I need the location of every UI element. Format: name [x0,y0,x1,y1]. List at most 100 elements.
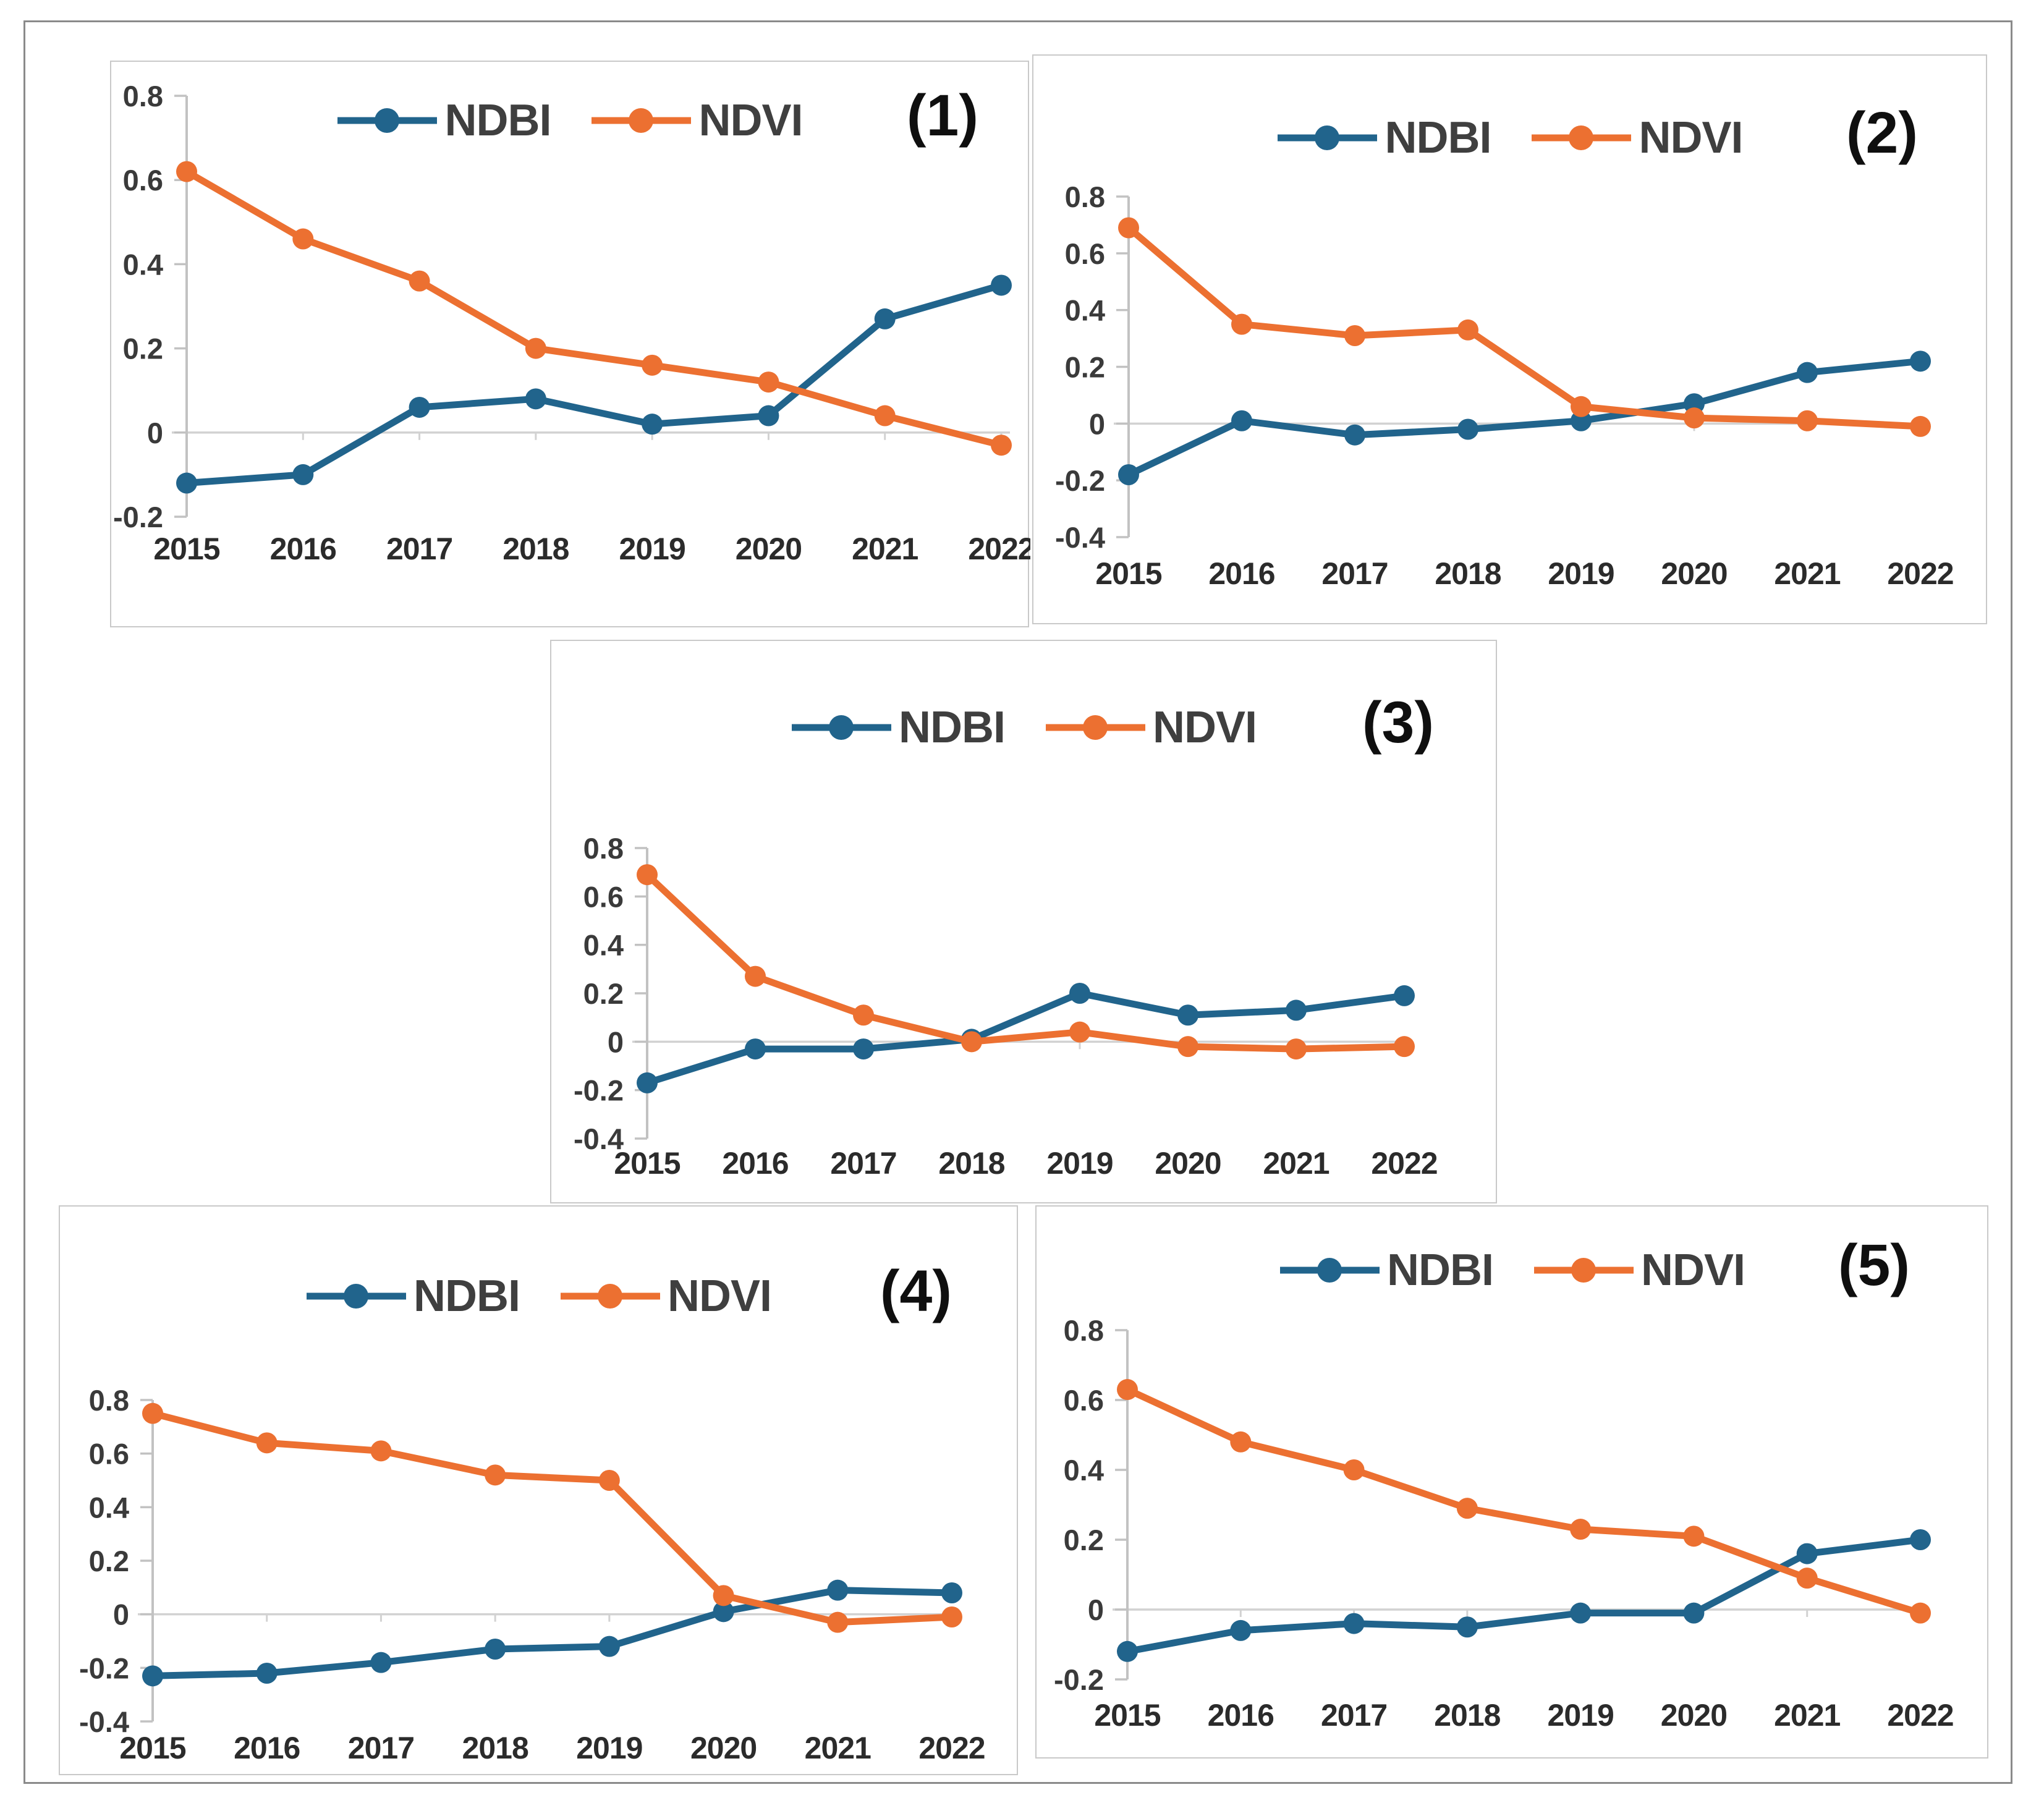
x-year-label: 2016 [1208,556,1274,591]
x-year-label: 2017 [1321,1698,1387,1733]
y-tick-label: -0.4 [1055,521,1105,554]
ndbi-data-point [1230,1619,1252,1641]
y-tick-label: -0.2 [1054,1663,1104,1696]
legend-item-ndvi: NDVI [590,93,804,148]
legend: NDBI NDVI [60,1268,1017,1324]
x-year-label: 2016 [234,1731,300,1765]
y-tick-label: 0.8 [1064,1314,1104,1347]
legend-item-ndbi: NDBI [1279,1242,1494,1298]
ndbi-data-point [256,1663,278,1684]
x-year-label: 2015 [1094,1698,1160,1733]
y-tick-label: 0.8 [583,832,624,865]
legend-label-ndvi: NDVI [667,1271,772,1321]
ndvi-line-marker-icon [592,108,692,133]
x-year-label: 2017 [830,1146,896,1181]
legend-item-ndvi: NDVI [1045,700,1257,755]
panel-number: (3) [1362,690,1434,755]
y-tick-label: 0.2 [1065,351,1105,384]
ndvi-data-point [1118,217,1139,239]
ndbi-data-point [409,396,430,418]
y-tick-label: 0.2 [1064,1524,1104,1556]
ndbi-data-point [1286,999,1307,1021]
legend-label-ndbi: NDBI [1385,113,1491,163]
ndvi-series-line [183,168,1005,449]
ndbi-series-line [1125,357,1924,478]
ndvi-data-point [292,228,314,250]
x-year-label: 2022 [918,1731,985,1765]
ndbi-data-point [598,1636,620,1657]
y-tick-label: 0.2 [89,1545,129,1577]
legend-label-ndbi: NDBI [413,1271,520,1321]
ndvi-data-point [176,161,197,182]
ndvi-series-line [1124,1386,1924,1617]
x-year-label: 2017 [1321,556,1388,591]
ndvi-series-line [643,871,1408,1053]
ndbi-data-point [1177,1004,1198,1026]
x-year-label: 2016 [722,1146,788,1181]
ndvi-data-point [1230,1431,1252,1453]
y-tick-label: 0.4 [583,929,624,962]
x-year-label: 2016 [270,532,336,566]
y-tick-label: 0.8 [1065,180,1105,213]
ndvi-line-marker-icon [560,1284,660,1309]
ndbi-line-marker-icon [306,1284,406,1309]
ndvi-line-marker-icon [1045,715,1145,740]
ndvi-data-point [1394,1036,1415,1058]
ndvi-data-point [1343,1459,1365,1480]
x-year-label: 2018 [462,1731,528,1765]
x-year-label: 2020 [1155,1146,1221,1181]
ndbi-data-point [1796,1543,1818,1564]
ndvi-series-line [149,1410,956,1626]
legend-label-ndbi: NDBI [444,96,551,145]
chart-panel-1: NDBI NDVI (1) 0.8 0.6 0.4 0.2 0 -0.2 2015 2016 2… [110,61,1030,627]
y-tick-label: 0.4 [89,1491,129,1524]
ndvi-data-point [598,1470,620,1491]
ndbi-data-point [713,1601,734,1623]
ndvi-data-point [713,1585,734,1606]
ndvi-data-point [409,270,430,292]
ndbi-data-point [1344,424,1365,446]
x-year-label: 2021 [1263,1146,1329,1181]
y-tick-label: 0 [1089,407,1105,440]
y-tick-label: 0.6 [1064,1384,1104,1417]
ndvi-data-point [758,371,779,393]
ndvi-data-point [525,337,546,359]
ndbi-data-point [991,274,1012,296]
ndbi-data-point [941,1582,962,1603]
ndbi-data-point [758,405,779,426]
y-tick-label: -0.2 [1055,464,1105,497]
ndvi-data-point [941,1606,962,1627]
ndvi-data-point [1683,1525,1705,1547]
legend-item-ndbi: NDBI [1276,110,1491,166]
ndbi-line-marker-icon [1279,1258,1380,1283]
ndvi-data-point [642,354,663,376]
panel-number: (4) [880,1258,952,1324]
ndvi-data-point [370,1440,392,1462]
y-tick-label: 0 [113,1598,129,1631]
legend-label-ndvi: NDVI [1152,703,1257,752]
y-tick-label: 0.8 [89,1384,129,1417]
ndvi-data-point [637,864,658,886]
ndbi-series-line [1124,1536,1924,1655]
panel-number: (2) [1846,100,1918,166]
y-tick-label: -0.4 [574,1122,624,1155]
ndbi-data-point [1457,418,1478,440]
ndbi-series-line [183,281,1005,487]
ndbi-data-point [525,388,546,410]
x-year-label: 2015 [614,1146,680,1181]
ndbi-data-point [874,308,896,329]
x-year-label: 2018 [503,532,569,566]
ndbi-data-point [1910,1529,1931,1550]
chart-panel-5: NDBI NDVI (5) 0.8 0.6 0.4 0.2 0 -0.2 2015 2016 2… [1035,1205,1988,1759]
ndbi-data-point [1117,1640,1138,1662]
ndvi-data-point [991,435,1012,456]
ndvi-data-point [256,1432,278,1454]
x-year-label: 2020 [1661,556,1727,591]
legend-item-ndvi: NDVI [1530,110,1744,166]
ndvi-data-point [745,965,766,987]
legend: NDBI NDVI [551,700,1496,755]
legend: NDBI NDVI [1033,110,1986,166]
ndvi-data-point [827,1611,849,1633]
